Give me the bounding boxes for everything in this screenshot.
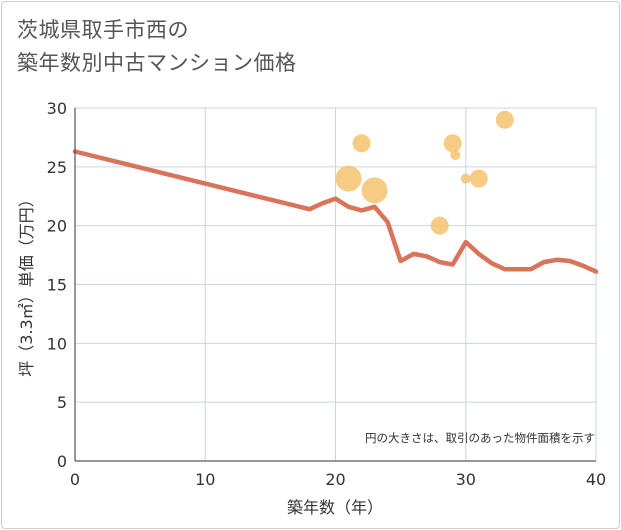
transaction-bubble <box>430 216 449 235</box>
transaction-bubble <box>443 134 462 153</box>
y-tick-label: 15 <box>47 276 67 295</box>
transaction-bubble <box>450 150 461 161</box>
transaction-bubble <box>460 173 471 184</box>
price-trend-line <box>72 149 599 274</box>
transaction-bubble <box>352 134 371 153</box>
y-tick-label: 5 <box>57 393 67 412</box>
transaction-bubble <box>361 177 388 204</box>
y-axis-label: 坪（3.3㎡）単価（万円） <box>17 191 36 376</box>
axes <box>74 108 596 462</box>
y-tick-label: 25 <box>47 158 67 177</box>
transaction-bubble <box>495 110 514 129</box>
chart-note: 円の大きさは、取引のあった物件面積を示す <box>365 431 595 445</box>
line-layer <box>72 149 599 274</box>
chart-title: 茨城県取手市西の 築年数別中古マンション価格 <box>17 18 297 75</box>
x-tick-label: 20 <box>325 470 345 489</box>
x-tick-label: 10 <box>195 470 215 489</box>
x-axis-label: 築年数（年） <box>287 498 383 517</box>
tick-labels: 0 10 20 30 40 0 5 10 15 20 25 30 <box>47 99 607 489</box>
bubble-layer <box>335 110 514 235</box>
y-tick-label: 0 <box>57 452 67 471</box>
x-tick-label: 0 <box>70 470 80 489</box>
y-tick-label: 20 <box>47 217 67 236</box>
transaction-bubble <box>469 169 488 188</box>
x-tick-label: 30 <box>456 470 476 489</box>
transaction-bubble <box>335 165 362 192</box>
y-tick-label: 10 <box>47 334 67 353</box>
x-tick-label: 40 <box>586 470 606 489</box>
y-tick-label: 30 <box>47 99 67 118</box>
grid <box>74 107 597 462</box>
